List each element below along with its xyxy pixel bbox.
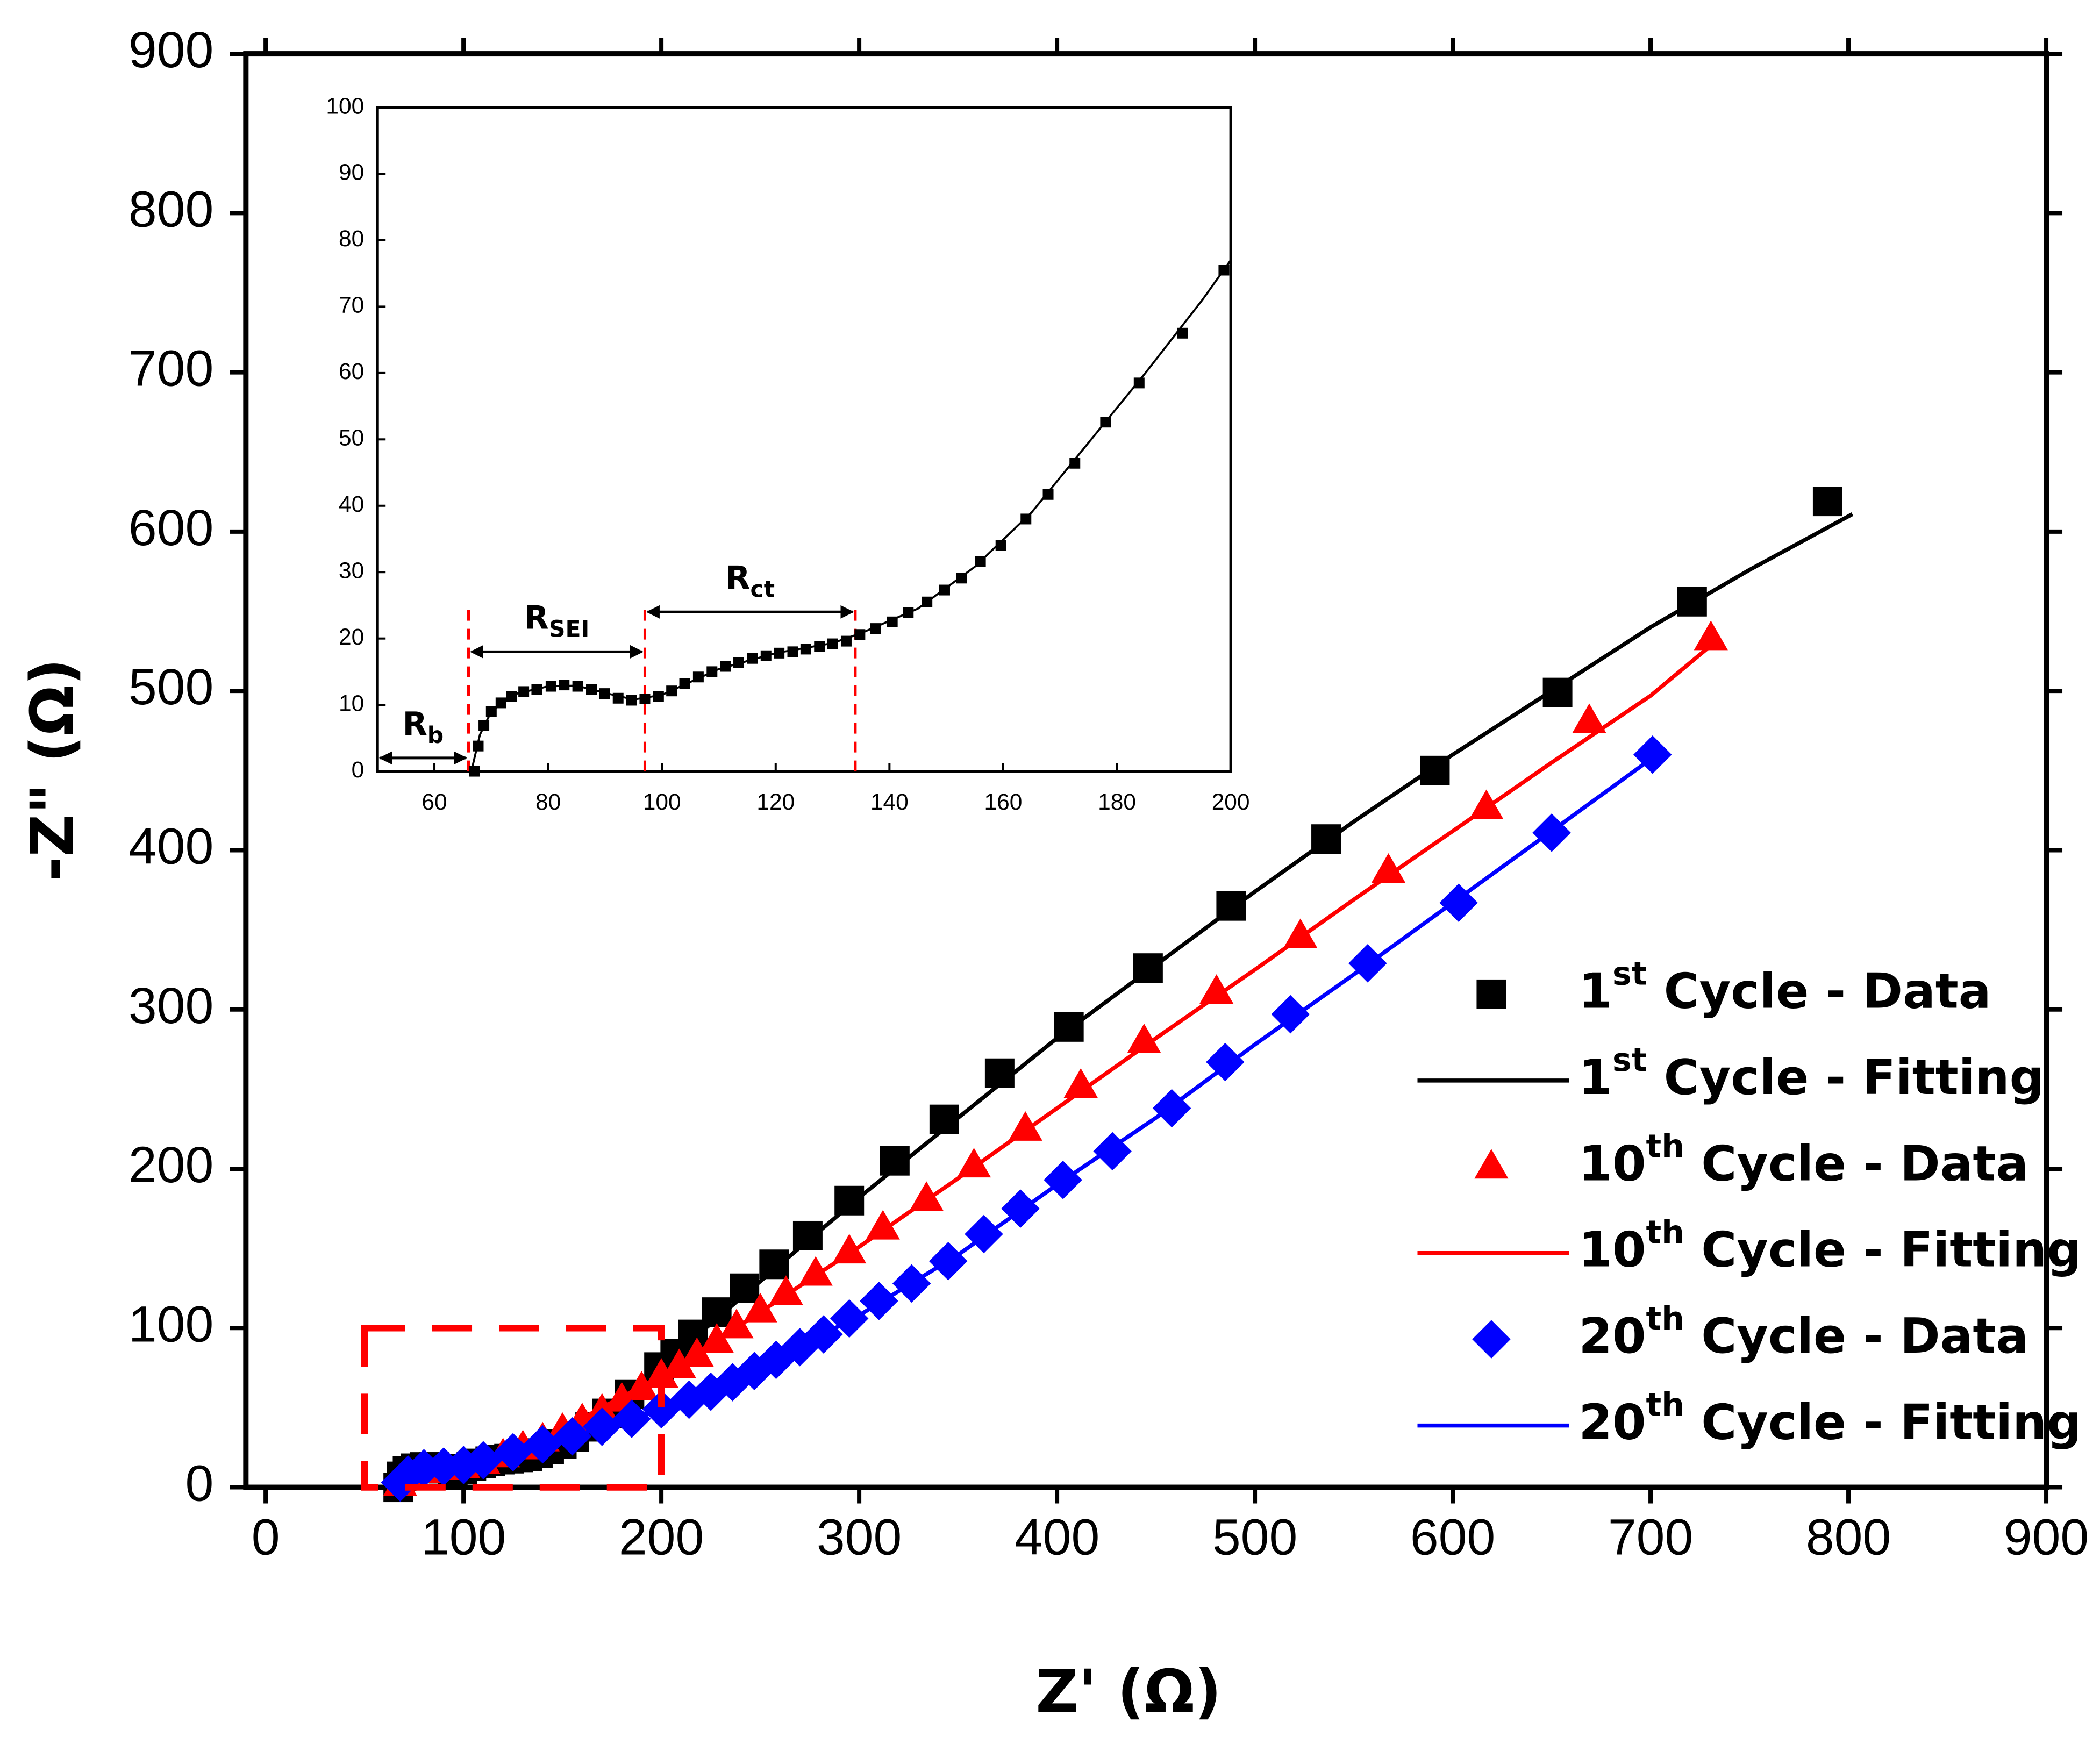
plot-frame xyxy=(243,51,2049,1490)
y-tick-label: 40 xyxy=(339,492,364,517)
fit-line xyxy=(399,756,1654,1484)
y-tick-label: 20 xyxy=(339,625,364,650)
y-tick-label: 70 xyxy=(339,293,364,318)
y-tick-label: 50 xyxy=(339,426,364,451)
data-point xyxy=(965,1214,1003,1254)
y-tick-label: 30 xyxy=(339,558,364,583)
legend-label: 1st Cycle - Data xyxy=(1578,955,1991,1019)
y-tick-label: 90 xyxy=(339,160,364,185)
x-tick-label: 600 xyxy=(1410,1509,1495,1566)
annotation-sub: ct xyxy=(751,576,775,603)
y-tick-label: 200 xyxy=(128,1137,213,1193)
x-tick-label: 200 xyxy=(619,1509,704,1566)
data-point xyxy=(1133,377,1145,389)
legend-label: 1st Cycle - Fitting xyxy=(1578,1041,2044,1105)
x-tick-label: 100 xyxy=(643,790,681,815)
annotation-text: R xyxy=(524,599,549,637)
x-tick-label: 200 xyxy=(1212,790,1250,815)
x-tick-label: 60 xyxy=(422,790,447,815)
x-tick-label: 0 xyxy=(252,1509,280,1566)
annotation-text: R xyxy=(403,705,427,742)
data-point xyxy=(1199,974,1234,1004)
data-point xyxy=(832,1234,867,1264)
x-tick-label: 800 xyxy=(1806,1509,1891,1566)
annotation-sub: SEI xyxy=(549,616,589,642)
y-tick-label: 100 xyxy=(128,1296,213,1353)
data-point xyxy=(814,641,825,652)
y-tick-label: 800 xyxy=(128,181,213,238)
legend-label: 20th Cycle - Fitting xyxy=(1578,1386,2081,1450)
data-point xyxy=(1206,1042,1245,1082)
y-tick-label: 900 xyxy=(128,22,213,78)
legend-marker xyxy=(1472,1320,1511,1359)
legend-marker xyxy=(1476,979,1506,1009)
x-tick-label: 700 xyxy=(1608,1509,1693,1566)
data-point xyxy=(639,694,651,705)
y-tick-label: 500 xyxy=(128,659,213,716)
plot-frame xyxy=(376,106,1232,773)
data-point xyxy=(743,1292,777,1323)
data-point xyxy=(1694,620,1728,651)
x-axis-title: Z' (Ω) xyxy=(1035,1657,1222,1726)
annotation-sub: b xyxy=(427,722,444,748)
annotation-label: Rb xyxy=(403,705,444,748)
x-tick-label: 100 xyxy=(421,1509,506,1566)
data-point xyxy=(866,1210,900,1240)
legend-label: 10th Cycle - Fitting xyxy=(1578,1213,2081,1278)
x-tick-label: 180 xyxy=(1098,790,1136,815)
data-point xyxy=(798,1256,833,1286)
y-tick-label: 10 xyxy=(339,691,364,716)
data-point xyxy=(1127,1024,1161,1053)
x-tick-label: 900 xyxy=(2004,1509,2089,1566)
x-tick-label: 160 xyxy=(984,790,1023,815)
zoom-box xyxy=(361,1325,665,1491)
y-tick-label: 400 xyxy=(128,818,213,875)
data-point xyxy=(1063,1068,1098,1098)
data-point xyxy=(956,1148,991,1178)
plot-1: 60 80 100 120 140 160 180 200 0 10 20 30 40 50 60 70 80 9… xyxy=(326,94,1249,815)
data-point xyxy=(1812,487,1842,517)
plot-area xyxy=(377,108,1231,771)
data-point xyxy=(995,540,1006,551)
fit-line xyxy=(470,259,1232,771)
y-tick-label: 0 xyxy=(185,1455,214,1512)
y-tick-label: 700 xyxy=(128,340,213,397)
data-point xyxy=(1069,458,1081,469)
annotation-label: RSEI xyxy=(524,599,590,642)
data-point xyxy=(469,766,480,777)
x-tick-label: 120 xyxy=(756,790,795,815)
data-point xyxy=(834,1185,865,1216)
data-point xyxy=(792,1220,823,1250)
data-point xyxy=(1042,489,1054,500)
data-point xyxy=(759,1249,789,1280)
y-tick-label: 80 xyxy=(339,226,364,252)
data-point xyxy=(909,1181,944,1211)
data-point xyxy=(1371,853,1406,883)
x-tick-label: 400 xyxy=(1015,1509,1099,1566)
data-point xyxy=(1283,918,1318,948)
legend-label: 10th Cycle - Data xyxy=(1578,1127,2028,1192)
x-tick-label: 300 xyxy=(817,1509,902,1566)
y-tick-label: 100 xyxy=(326,94,364,119)
data-point xyxy=(769,1275,803,1305)
y-tick-label: 0 xyxy=(352,757,365,783)
annotation-label: Rct xyxy=(725,559,775,603)
y-axis-title: -Z" (Ω) xyxy=(18,659,87,882)
x-tick-label: 80 xyxy=(535,790,561,815)
data-point xyxy=(1008,1111,1042,1141)
legend-label: 20th Cycle - Data xyxy=(1578,1300,2028,1364)
x-tick-label: 500 xyxy=(1212,1509,1297,1566)
annotation-text: R xyxy=(725,559,750,597)
data-point xyxy=(1572,703,1606,733)
y-tick-label: 600 xyxy=(128,499,213,556)
legend-marker xyxy=(1474,1149,1509,1179)
x-tick-label: 140 xyxy=(870,790,909,815)
y-tick-label: 300 xyxy=(128,977,213,1034)
y-tick-label: 60 xyxy=(339,359,364,384)
